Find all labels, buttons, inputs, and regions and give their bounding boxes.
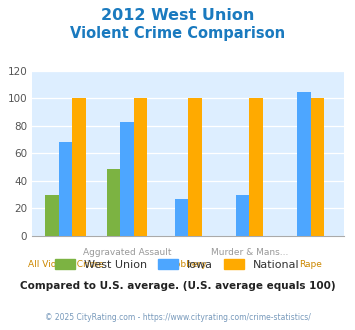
Text: Compared to U.S. average. (U.S. average equals 100): Compared to U.S. average. (U.S. average … — [20, 281, 335, 291]
Bar — [45, 195, 59, 236]
Text: © 2025 CityRating.com - https://www.cityrating.com/crime-statistics/: © 2025 CityRating.com - https://www.city… — [45, 313, 310, 322]
Legend: West Union, Iowa, National: West Union, Iowa, National — [51, 255, 304, 274]
Bar — [236, 195, 250, 236]
Bar — [250, 98, 263, 236]
Bar — [59, 143, 72, 236]
Bar — [297, 92, 311, 236]
Bar — [133, 98, 147, 236]
Text: Aggravated Assault: Aggravated Assault — [83, 248, 171, 257]
Text: Robbery: Robbery — [169, 260, 207, 269]
Text: Murder & Mans...: Murder & Mans... — [211, 248, 288, 257]
Bar — [188, 98, 202, 236]
Text: Rape: Rape — [299, 260, 322, 269]
Bar — [72, 98, 86, 236]
Bar — [175, 199, 188, 236]
Text: 2012 West Union: 2012 West Union — [101, 8, 254, 23]
Bar — [120, 122, 133, 236]
Bar — [107, 169, 120, 236]
Text: All Violent Crime: All Violent Crime — [28, 260, 104, 269]
Bar — [311, 98, 324, 236]
Text: Violent Crime Comparison: Violent Crime Comparison — [70, 26, 285, 41]
